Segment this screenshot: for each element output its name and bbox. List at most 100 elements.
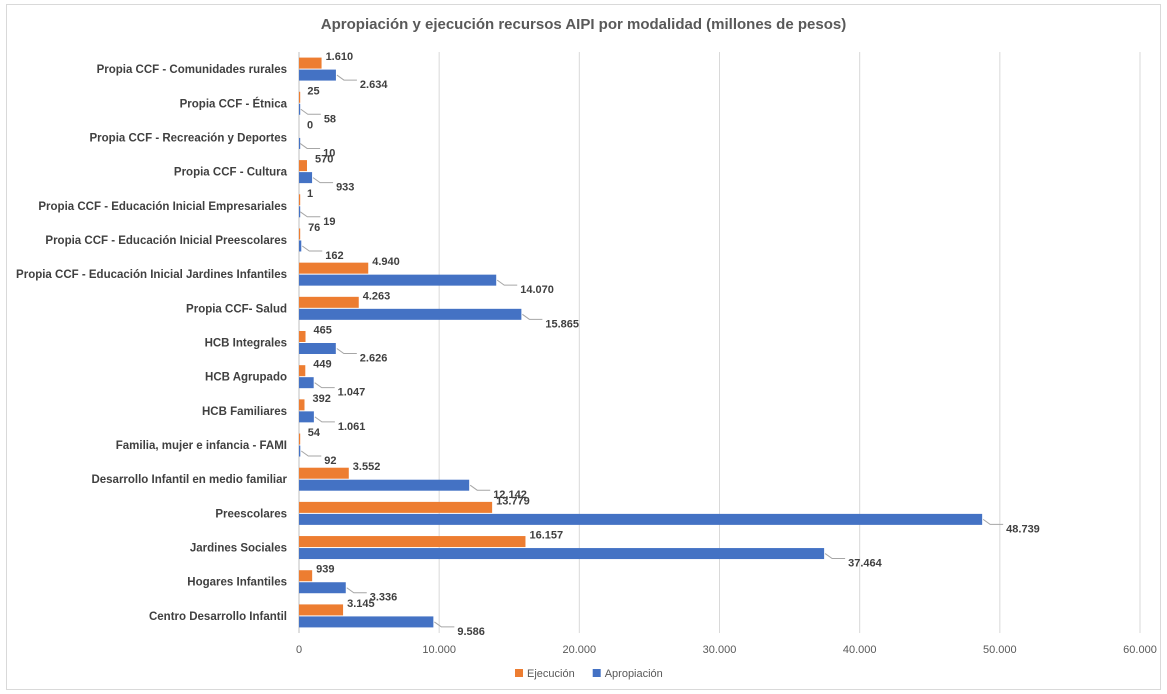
- leader-line: [301, 245, 323, 252]
- chart-title: Apropiación y ejecución recursos AIPI po…: [320, 16, 847, 33]
- x-tick-label: 0: [296, 644, 302, 656]
- leader-line: [336, 74, 357, 81]
- data-label: 3.336: [370, 592, 398, 604]
- bar-ejecucion: [299, 467, 349, 479]
- bar-apropiacion: [299, 274, 497, 286]
- data-label: 939: [316, 564, 334, 576]
- bar-apropiacion: [299, 411, 314, 423]
- data-label: 0: [307, 119, 313, 131]
- bar-apropiacion: [299, 582, 346, 594]
- category-label: Familia, mujer e infancia - FAMI: [116, 440, 287, 452]
- leader-line: [434, 621, 455, 628]
- category-label: Propia CCF - Educación Inicial Jardines …: [16, 269, 287, 281]
- x-tick-label: 50.000: [983, 644, 1017, 656]
- bar-ejecucion: [299, 194, 301, 206]
- bar-ejecucion: [299, 91, 301, 103]
- leader-line: [346, 587, 367, 594]
- data-label: 15.865: [545, 318, 579, 330]
- legend-swatch-apropiacion: [592, 669, 601, 677]
- category-label: HCB Agrupado: [205, 372, 287, 384]
- leader-line: [312, 177, 334, 184]
- bar-ejecucion: [299, 399, 305, 411]
- data-label: 1: [307, 188, 313, 200]
- x-tick-label: 30.000: [703, 644, 737, 656]
- data-label: 3.552: [353, 461, 381, 473]
- data-label: 37.464: [848, 558, 883, 570]
- data-label: 13.779: [496, 495, 530, 507]
- leader-line: [824, 553, 846, 560]
- leader-line: [314, 416, 335, 423]
- data-label: 54: [308, 427, 321, 439]
- category-label: Centro Desarrollo Infantil: [149, 611, 287, 623]
- bar-apropiacion: [299, 513, 983, 525]
- bar-ejecucion: [299, 604, 344, 616]
- data-label: 2.634: [360, 79, 388, 91]
- bar-apropiacion: [299, 69, 336, 81]
- data-label: 4.263: [363, 290, 391, 302]
- data-label: 449: [313, 359, 331, 371]
- category-label: HCB Integrales: [205, 338, 287, 350]
- bar-apropiacion: [299, 479, 470, 491]
- bar-apropiacion: [299, 445, 301, 457]
- category-label: Preescolares: [215, 508, 287, 520]
- category-label: HCB Familiares: [202, 406, 287, 418]
- bar-ejecucion: [299, 57, 322, 69]
- leader-line: [314, 382, 335, 389]
- x-tick-label: 60.000: [1123, 644, 1157, 656]
- category-label: Propia CCF - Educación Inicial Empresari…: [38, 201, 287, 213]
- data-label: 58: [324, 113, 336, 125]
- bar-ejecucion: [299, 433, 301, 445]
- x-tick-label: 40.000: [843, 644, 877, 656]
- leader-line: [300, 108, 321, 115]
- data-label: 19: [323, 216, 335, 228]
- bar-apropiacion: [299, 548, 825, 560]
- data-label: 12.142: [493, 489, 527, 501]
- category-label: Propia CCF - Étnica: [180, 97, 288, 110]
- leader-line: [300, 450, 322, 457]
- data-label: 3.145: [347, 598, 375, 610]
- leader-line: [336, 348, 357, 354]
- data-label: 25: [307, 85, 319, 97]
- chart-area: [6, 4, 1161, 690]
- bar-apropiacion: [299, 343, 336, 354]
- data-label: 1.047: [338, 387, 366, 399]
- leader-line: [469, 484, 491, 491]
- data-label: 76: [308, 222, 320, 234]
- bar-ejecucion: [299, 262, 369, 274]
- bar-ejecucion: [299, 570, 313, 582]
- legend-label: Ejecución: [527, 668, 575, 680]
- category-label: Propia CCF - Educación Inicial Preescola…: [45, 235, 287, 247]
- bar-ejecucion: [299, 331, 306, 342]
- category-label: Desarrollo Infantil en medio familiar: [91, 474, 287, 486]
- category-label: Propia CCF - Cultura: [174, 167, 288, 179]
- category-label: Propia CCF - Comunidades rurales: [97, 64, 287, 76]
- data-label: 4.940: [372, 256, 400, 268]
- bar-ejecucion: [299, 536, 526, 548]
- data-label: 14.070: [520, 284, 554, 296]
- bar-ejecucion: [299, 296, 359, 308]
- category-label: Propia CCF - Recreación y Deportes: [90, 132, 287, 144]
- leader-line: [522, 313, 543, 320]
- leader-line: [299, 143, 321, 149]
- category-label: Hogares Infantiles: [187, 577, 287, 589]
- legend-swatch-ejecucion: [515, 669, 523, 677]
- category-label: Jardines Sociales: [190, 543, 287, 555]
- bar-apropiacion: [299, 377, 314, 389]
- bar-ejecucion: [299, 228, 301, 240]
- data-label: 933: [336, 182, 354, 194]
- data-label: 570: [315, 154, 333, 166]
- bar-apropiacion: [299, 137, 301, 149]
- leader-line: [299, 211, 321, 218]
- bar-apropiacion: [299, 172, 313, 184]
- category-label: Propia CCF- Salud: [186, 303, 287, 315]
- data-label: 10: [323, 147, 335, 159]
- bar-ejecucion: [299, 501, 493, 513]
- bar-ejecucion: [299, 160, 307, 172]
- leader-line: [496, 279, 518, 286]
- data-label: 1.610: [326, 51, 354, 63]
- data-label: 92: [324, 455, 336, 467]
- bar-apropiacion: [299, 206, 301, 218]
- x-tick-label: 10.000: [422, 644, 456, 656]
- data-label: 2.626: [360, 353, 388, 365]
